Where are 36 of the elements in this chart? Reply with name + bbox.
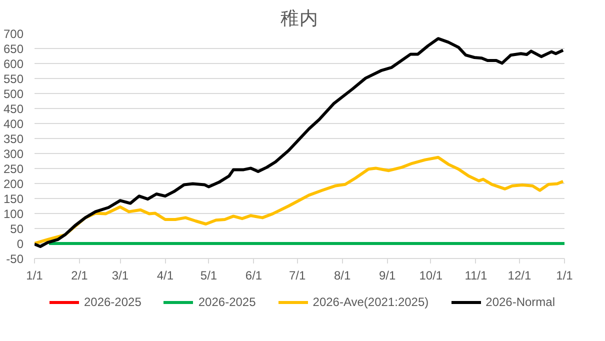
- y-tick-label: 400: [3, 117, 24, 131]
- y-tick-label: -50: [6, 252, 24, 266]
- x-tick-label: 1/1: [26, 268, 44, 282]
- x-tick-label: 8/1: [334, 268, 352, 282]
- y-tick-label: 300: [3, 147, 24, 161]
- y-tick-label: 500: [3, 87, 24, 101]
- y-tick-label: 650: [3, 42, 24, 56]
- x-tick-label: 4/1: [156, 268, 174, 282]
- x-tick-label: 11/1: [464, 268, 488, 282]
- x-tick-label: 9/1: [379, 268, 396, 282]
- y-tick-label: 0: [16, 237, 24, 251]
- line-series: [34, 37, 564, 248]
- y-tick-label: 50: [10, 222, 24, 236]
- legend-label: 2026-Normal: [486, 295, 556, 309]
- x-tick-label: 3/1: [112, 268, 129, 282]
- legend-label: 2026-2025: [198, 295, 256, 309]
- y-tick-label: 150: [3, 192, 24, 206]
- x-tick-label: 12/1: [508, 268, 532, 282]
- x-tick-label: 10/1: [419, 268, 443, 282]
- y-tick-label: 250: [3, 162, 24, 176]
- x-tick-label: 6/1: [245, 268, 262, 282]
- chart-title: 稚内: [280, 8, 318, 28]
- x-tick-label: 7/1: [288, 268, 306, 282]
- y-tick-label: 450: [3, 102, 24, 116]
- y-tick-label: 550: [3, 72, 24, 86]
- y-tick-label: 700: [3, 27, 24, 41]
- line-series: [34, 156, 564, 245]
- y-tick-label: 600: [3, 57, 24, 71]
- legend-label: 2026-Ave(2021:2025): [312, 295, 429, 309]
- legend-label: 2026-2025: [84, 295, 142, 309]
- x-tick-label: 1/1: [556, 268, 574, 282]
- y-tick-label: 200: [3, 177, 24, 191]
- x-tick-label: 5/1: [200, 268, 218, 282]
- y-tick-label: 100: [3, 207, 24, 221]
- x-tick-label: 2/1: [71, 268, 88, 282]
- y-tick-label: 350: [3, 132, 24, 146]
